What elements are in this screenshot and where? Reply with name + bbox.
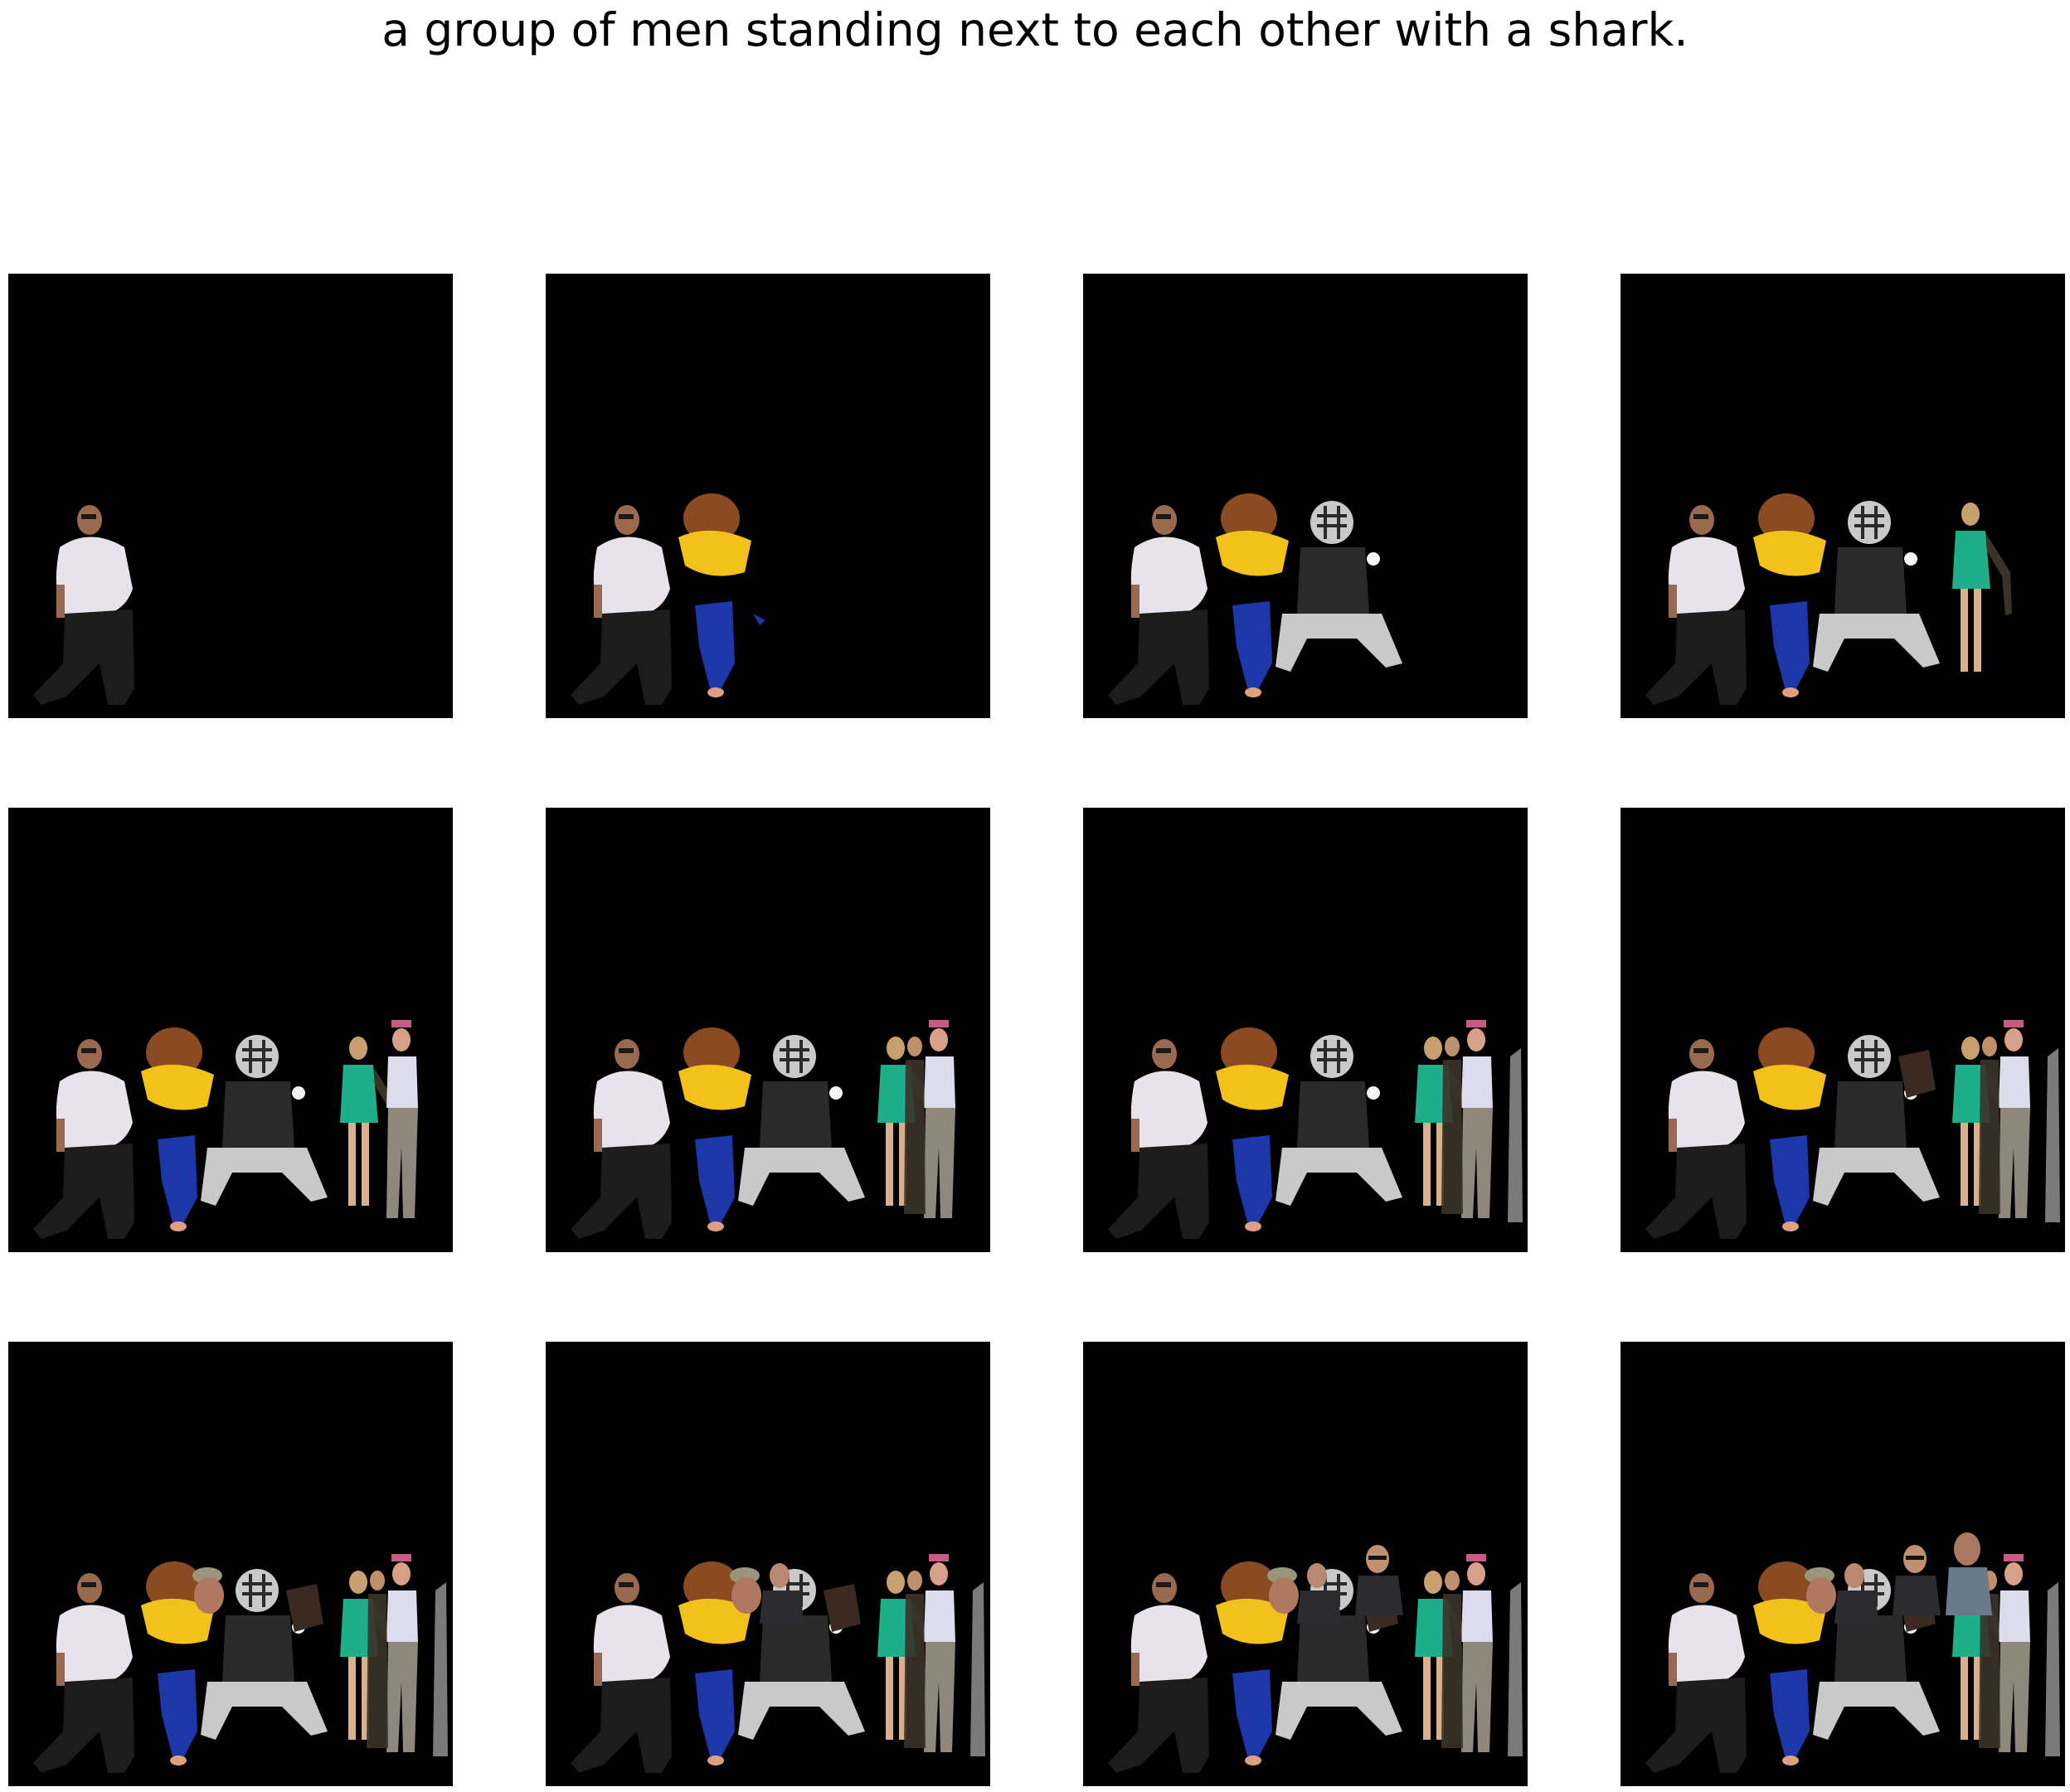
gray-strip bbox=[433, 1582, 448, 1756]
gray-strip bbox=[1508, 1048, 1523, 1222]
child-brown-hair bbox=[678, 1561, 751, 1644]
person-pink-cap bbox=[924, 1554, 955, 1752]
child-brown-hair bbox=[678, 1027, 751, 1110]
woman-dark-outfit bbox=[1979, 1037, 2000, 1214]
man-camo-cap bbox=[730, 1567, 761, 1614]
dark-figure bbox=[286, 1584, 323, 1632]
woman-dark-outfit bbox=[1441, 1571, 1463, 1748]
man-plaid-shirt bbox=[1946, 1532, 1992, 1615]
man-sunglasses bbox=[1893, 1545, 1941, 1615]
frame-11 bbox=[1083, 1342, 1528, 1786]
man-white-shirt bbox=[1645, 1039, 1747, 1239]
person-pink-cap bbox=[1999, 1020, 2030, 1218]
woman-dark-outfit bbox=[1441, 1037, 1463, 1214]
man-suit bbox=[1834, 1563, 1879, 1624]
person-pink-cap bbox=[924, 1020, 955, 1218]
person-pink-cap bbox=[386, 1020, 418, 1218]
child-brown-hair bbox=[141, 1027, 214, 1110]
person-pink-cap bbox=[1461, 1020, 1493, 1218]
gray-strip bbox=[970, 1582, 985, 1756]
man-white-shirt bbox=[1645, 505, 1747, 705]
frame-6-composite bbox=[571, 1020, 955, 1239]
frame-11-composite bbox=[1108, 1545, 1523, 1773]
catcher-gear bbox=[201, 1035, 328, 1206]
frame-12-composite bbox=[1645, 1532, 2060, 1773]
frame-10-composite bbox=[571, 1554, 985, 1773]
man-white-shirt bbox=[571, 1039, 672, 1239]
frame-12 bbox=[1621, 1342, 2065, 1786]
child-brown-hair bbox=[1216, 1561, 1289, 1644]
person-pink-cap bbox=[1461, 1554, 1493, 1752]
man-white-shirt bbox=[33, 1573, 134, 1773]
frame-7-composite bbox=[1108, 1020, 1523, 1239]
child-brown-hair bbox=[141, 1561, 214, 1644]
person-pink-cap bbox=[1999, 1554, 2030, 1752]
frame-5-composite bbox=[33, 1020, 418, 1239]
catcher-gear bbox=[1813, 501, 1940, 672]
frame-7 bbox=[1083, 808, 1528, 1252]
man-white-shirt bbox=[1108, 505, 1209, 705]
frame-2-composite bbox=[571, 493, 765, 705]
woman-teal-dress bbox=[1952, 503, 2012, 672]
woman-dark-outfit bbox=[904, 1571, 926, 1748]
man-suit bbox=[1297, 1563, 1342, 1624]
child-brown-hair bbox=[1753, 1027, 1826, 1110]
dark-figure bbox=[824, 1584, 861, 1632]
person-pink-cap bbox=[386, 1554, 418, 1752]
gray-strip bbox=[2045, 1048, 2060, 1222]
frame-9-composite bbox=[33, 1554, 448, 1773]
man-camo-cap bbox=[1805, 1567, 1836, 1614]
frame-9 bbox=[8, 1342, 453, 1786]
man-white-shirt bbox=[1108, 1573, 1209, 1773]
man-suit bbox=[760, 1563, 804, 1624]
child-brown-hair bbox=[678, 493, 751, 576]
frame-6 bbox=[546, 808, 990, 1252]
man-camo-cap bbox=[192, 1567, 224, 1614]
man-sunglasses bbox=[1355, 1545, 1403, 1615]
man-white-shirt bbox=[33, 1039, 134, 1239]
frame-8-composite bbox=[1645, 1020, 2060, 1239]
man-white-shirt bbox=[571, 505, 672, 705]
woman-dark-outfit bbox=[367, 1571, 388, 1748]
frame-1-composite bbox=[33, 505, 134, 705]
man-white-shirt bbox=[1645, 1573, 1747, 1773]
child-blue-pants bbox=[695, 601, 765, 697]
child-brown-hair bbox=[1216, 493, 1289, 576]
man-white-shirt bbox=[33, 505, 134, 705]
child-brown-hair bbox=[1216, 1027, 1289, 1110]
frame-1 bbox=[8, 274, 453, 718]
man-white-shirt bbox=[571, 1573, 672, 1773]
catcher-gear bbox=[738, 1035, 865, 1206]
frame-3 bbox=[1083, 274, 1528, 718]
child-brown-hair bbox=[1753, 1561, 1826, 1644]
gray-strip bbox=[2045, 1582, 2060, 1756]
woman-dark-outfit bbox=[904, 1037, 926, 1214]
frame-4-composite bbox=[1645, 493, 2012, 705]
frame-3-composite bbox=[1108, 493, 1402, 705]
man-white-shirt bbox=[1108, 1039, 1209, 1239]
child-brown-hair bbox=[1753, 493, 1826, 576]
catcher-gear bbox=[1276, 501, 1402, 672]
frame-10 bbox=[546, 1342, 990, 1786]
gray-strip bbox=[1508, 1582, 1523, 1756]
figure-caption: a group of men standing next to each oth… bbox=[381, 3, 1689, 56]
frame-4 bbox=[1621, 274, 2065, 718]
catcher-gear bbox=[201, 1569, 328, 1740]
dark-figure bbox=[1898, 1050, 1936, 1098]
frame-2 bbox=[546, 274, 990, 718]
man-camo-cap bbox=[1267, 1567, 1299, 1614]
frame-8 bbox=[1621, 808, 2065, 1252]
frame-5 bbox=[8, 808, 453, 1252]
catcher-gear bbox=[1276, 1035, 1402, 1206]
